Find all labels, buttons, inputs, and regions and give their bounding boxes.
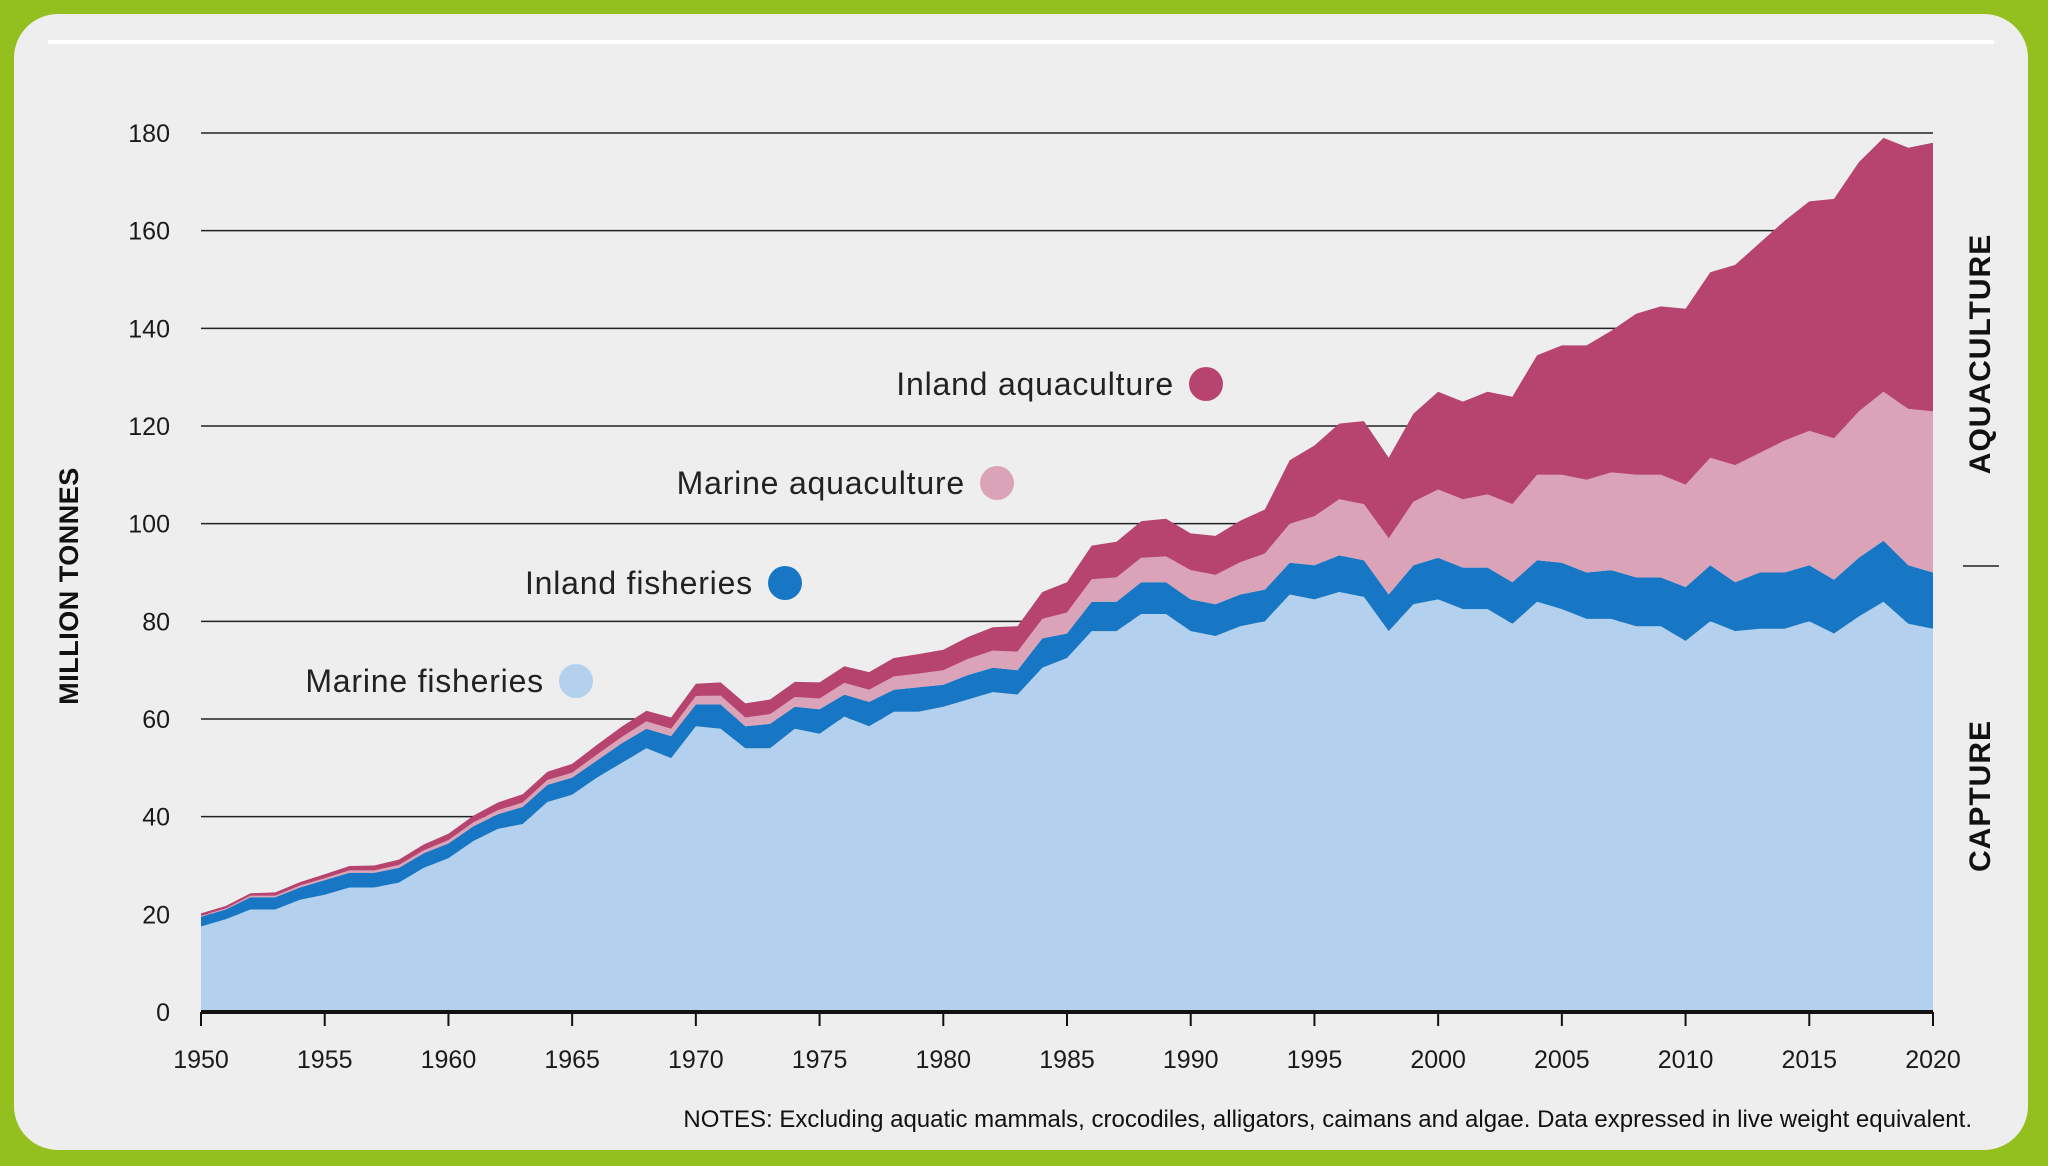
x-tick-label: 1960 [421,1046,477,1074]
x-tick-label: 1985 [1039,1046,1095,1074]
legend-swatch [1189,367,1223,401]
chart-notes: NOTES: Excluding aquatic mammals, crocod… [683,1106,1972,1133]
y-tick-label: 20 [142,901,170,929]
y-tick-label: 180 [128,120,170,148]
legend-label: Inland fisheries [525,565,753,601]
y-tick-label: 100 [128,511,170,539]
aquaculture-group-label: AQUACULTURE [1964,234,1997,474]
y-axis-label: MILLION TONNES [54,467,84,705]
area-inland-fisheries [201,540,1933,927]
y-tick-label: 40 [142,804,170,832]
x-tick-label: 1955 [297,1046,353,1074]
y-tick-label: 160 [128,218,170,246]
x-tick-label: 2005 [1534,1046,1590,1074]
x-tick-label: 1965 [544,1046,600,1074]
x-tick-label: 1950 [173,1046,229,1074]
x-tick-label: 1975 [792,1046,848,1074]
legend-swatch [768,566,802,600]
legend-swatch [559,664,593,698]
y-tick-label: 60 [142,706,170,734]
y-tick-label: 80 [142,608,170,636]
capture-group-label: CAPTURE [1964,720,1997,872]
x-tick-label: 1990 [1163,1046,1219,1074]
x-tick-label: 2020 [1905,1046,1961,1074]
legend-swatch [980,466,1014,500]
y-tick-label: 140 [128,315,170,343]
axis-ticks: 0 20 40 60 80 100 120 140 160 180 1950 1955 1960 1965… [128,120,1961,1074]
legend-label: Marine fisheries [305,663,544,699]
area-marine-fisheries [201,592,1933,1012]
legend-label: Marine aquaculture [677,465,965,501]
area-inland-aquaculture [201,137,1933,916]
x-tick-label: 2010 [1658,1046,1714,1074]
x-tick-label: 2000 [1410,1046,1466,1074]
area-marine-aquaculture [201,391,1933,917]
stacked-area-chart: 0 20 40 60 80 100 120 140 160 180 1950 1955 1960 1965… [54,120,1999,1133]
chart-panel: 0 20 40 60 80 100 120 140 160 180 1950 1955 1960 1965… [14,14,2028,1150]
x-tick-label: 2015 [1781,1046,1837,1074]
y-tick-label: 0 [156,999,170,1027]
legend-label: Inland aquaculture [896,366,1174,402]
x-tick-label: 1970 [668,1046,724,1074]
x-tick-label: 1980 [915,1046,971,1074]
y-tick-label: 120 [128,413,170,441]
area-layers [201,137,1933,1012]
legend: Marine fisheries Inland fisheries Marine a… [305,366,1223,699]
x-tick-label: 1995 [1287,1046,1343,1074]
